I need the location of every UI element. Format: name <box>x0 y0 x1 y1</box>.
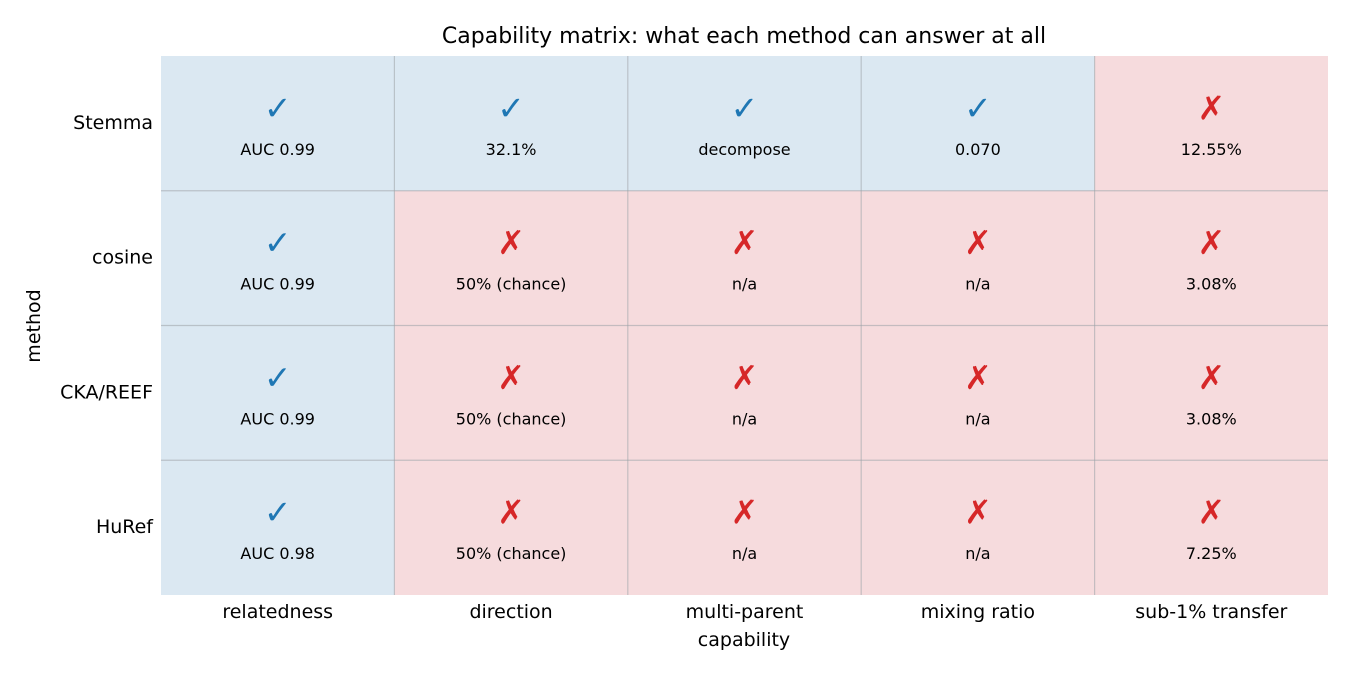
x-tick-label: sub-1% transfer <box>1135 601 1287 623</box>
matrix-cell <box>1094 56 1328 191</box>
cell-value-label: AUC 0.99 <box>240 275 315 294</box>
cross-mark: ✗ <box>497 493 525 532</box>
cell-value-label: 32.1% <box>486 140 537 159</box>
cross-mark: ✗ <box>497 223 525 262</box>
y-tick-labels: Stemma cosine CKA/REEF HuRef <box>60 112 154 538</box>
x-tick-label: relatedness <box>222 601 333 623</box>
cell-value-label: AUC 0.98 <box>240 544 315 563</box>
matrix-cell <box>161 56 395 191</box>
cell-value-label: 3.08% <box>1186 409 1237 428</box>
y-tick-label: HuRef <box>96 516 154 538</box>
y-tick-label: cosine <box>92 247 153 269</box>
cell-value-label: 0.070 <box>955 140 1001 159</box>
matrix-gridlines <box>161 56 1328 595</box>
y-tick-label: CKA/REEF <box>60 381 153 403</box>
matrix-cell <box>627 325 862 461</box>
x-tick-label: multi-parent <box>686 601 804 623</box>
matrix-cell <box>627 460 862 595</box>
cross-mark: ✗ <box>497 358 525 397</box>
matrix-cell <box>161 325 395 461</box>
x-tick-labels: relatedness direction multi-parent mixing r… <box>222 601 1287 623</box>
cross-mark: ✗ <box>731 493 759 532</box>
matrix-cell <box>1094 325 1328 461</box>
check-mark: ✓ <box>264 358 292 397</box>
cell-value-label: n/a <box>965 409 990 428</box>
check-mark: ✓ <box>964 88 992 127</box>
matrix-cell <box>861 460 1095 595</box>
y-tick-label: Stemma <box>73 112 153 134</box>
matrix-cell <box>394 190 628 326</box>
x-axis-label: capability <box>698 629 790 651</box>
matrix-cell <box>161 190 395 326</box>
matrix-cell <box>861 325 1095 461</box>
cross-mark: ✗ <box>964 493 992 532</box>
matrix-cell <box>627 56 862 191</box>
matrix-cell <box>394 325 628 461</box>
cell-value-label: decompose <box>698 140 790 159</box>
x-tick-label: mixing ratio <box>921 601 1035 623</box>
check-mark: ✓ <box>264 223 292 262</box>
cell-value-label: AUC 0.99 <box>240 140 315 159</box>
cell-value-label: 50% (chance) <box>456 275 567 294</box>
chart-title: Capability matrix: what each method can … <box>442 24 1046 49</box>
cross-mark: ✗ <box>1197 223 1225 262</box>
check-mark: ✓ <box>731 88 759 127</box>
check-mark: ✓ <box>264 88 292 127</box>
matrix-cell <box>1094 460 1328 595</box>
x-tick-label: direction <box>469 601 552 623</box>
check-mark: ✓ <box>264 493 292 532</box>
matrix-cell <box>161 460 395 595</box>
matrix-cell <box>394 56 628 191</box>
matrix-cell <box>1094 190 1328 326</box>
cell-value-label: 50% (chance) <box>456 409 567 428</box>
cell-value-label: n/a <box>965 275 990 294</box>
check-mark: ✓ <box>497 88 525 127</box>
cross-mark: ✗ <box>964 358 992 397</box>
cell-value-label: AUC 0.99 <box>240 409 315 428</box>
matrix-cell <box>627 190 862 326</box>
cross-mark: ✗ <box>1197 358 1225 397</box>
cross-mark: ✗ <box>731 223 759 262</box>
cell-value-label: n/a <box>732 409 757 428</box>
cell-value-label: n/a <box>732 544 757 563</box>
cell-value-label: 7.25% <box>1186 544 1237 563</box>
matrix-cells: ✓ AUC 0.99 ✓ 32.1% ✓ decompose ✓ 0.070 ✗ 12.55% ✓ A… <box>161 56 1328 595</box>
cross-mark: ✗ <box>964 223 992 262</box>
cell-value-label: n/a <box>732 275 757 294</box>
matrix-cell <box>861 56 1095 191</box>
y-axis-label: method <box>23 289 45 362</box>
cross-mark: ✗ <box>1197 88 1225 127</box>
cell-value-label: 12.55% <box>1181 140 1242 159</box>
cell-value-label: 3.08% <box>1186 275 1237 294</box>
matrix-cell <box>861 190 1095 326</box>
matrix-cell <box>394 460 628 595</box>
cross-mark: ✗ <box>1197 493 1225 532</box>
cross-mark: ✗ <box>731 358 759 397</box>
cell-value-label: 50% (chance) <box>456 544 567 563</box>
cell-value-label: n/a <box>965 544 990 563</box>
